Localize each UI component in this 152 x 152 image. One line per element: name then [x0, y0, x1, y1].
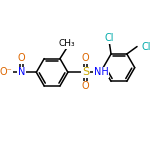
- Text: O: O: [82, 81, 89, 91]
- Text: Cl: Cl: [104, 33, 114, 43]
- Text: N: N: [18, 67, 25, 77]
- Text: O⁻: O⁻: [0, 67, 12, 77]
- Text: O: O: [82, 53, 89, 63]
- Text: Cl: Cl: [142, 41, 151, 52]
- Text: S: S: [82, 67, 89, 77]
- Text: CH₃: CH₃: [58, 39, 75, 48]
- Text: O: O: [18, 53, 25, 63]
- Text: NH: NH: [94, 67, 109, 77]
